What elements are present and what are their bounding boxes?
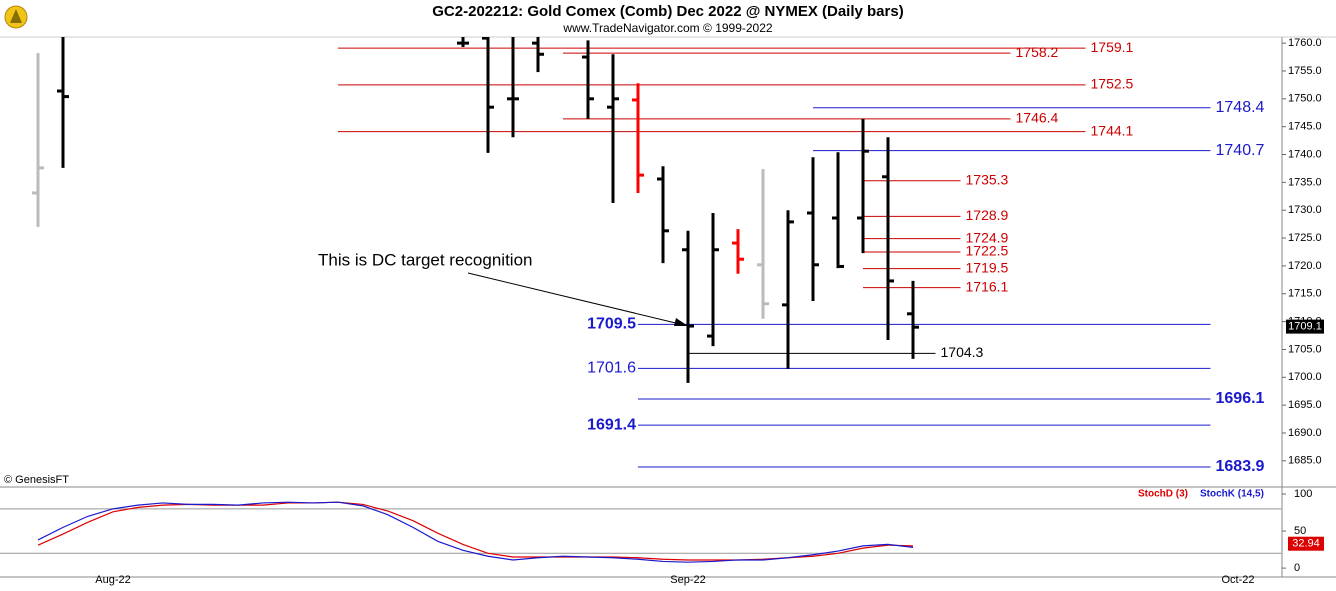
level-label: 1724.9 — [966, 229, 1009, 245]
y-tick-label: 1705.0 — [1288, 343, 1322, 355]
last-value-box — [1288, 536, 1324, 551]
arrow-head — [674, 318, 688, 326]
level-label: 1704.3 — [941, 344, 984, 360]
level-label: 1759.1 — [1091, 39, 1134, 55]
chart-subtitle: www.TradeNavigator.com © 1999-2022 — [562, 21, 772, 35]
last-price-box — [1286, 319, 1324, 334]
y-tick-label: 0 — [1294, 562, 1300, 574]
y-tick-label: 1700.0 — [1288, 371, 1322, 383]
y-tick-label: 1760.0 — [1288, 37, 1322, 49]
y-tick-label: 1740.0 — [1288, 148, 1322, 160]
logo — [4, 5, 28, 29]
level-label: 1735.3 — [966, 171, 1009, 187]
y-tick-label: 1690.0 — [1288, 427, 1322, 439]
level-label: 1752.5 — [1091, 76, 1134, 92]
y-tick-label: 1685.0 — [1288, 455, 1322, 467]
level-label: 1709.5 — [587, 316, 636, 333]
y-tick-label: 1745.0 — [1288, 121, 1322, 133]
last-value-label: 32.94 — [1292, 538, 1320, 550]
y-tick-label: 50 — [1294, 525, 1306, 537]
level-label: 1691.4 — [587, 416, 636, 433]
price-plot — [32, 37, 919, 383]
level-label: 1744.1 — [1091, 122, 1134, 138]
level-label: 1683.9 — [1216, 458, 1265, 475]
level-label: 1728.9 — [966, 207, 1009, 223]
level-label: 1748.4 — [1216, 99, 1265, 116]
y-tick-label: 1720.0 — [1288, 260, 1322, 272]
y-tick-label: 1730.0 — [1288, 204, 1322, 216]
y-tick-label: 1715.0 — [1288, 288, 1322, 300]
y-tick-label: 100 — [1294, 488, 1312, 500]
x-tick-label: Sep-22 — [670, 574, 705, 586]
level-label: 1701.6 — [587, 360, 636, 377]
x-tick-label: Aug-22 — [95, 574, 130, 586]
stoch-line — [37, 501, 914, 563]
level-label: 1722.5 — [966, 243, 1009, 259]
y-tick-label: 1750.0 — [1288, 93, 1322, 105]
chart-title: GC2-202212: Gold Comex (Comb) Dec 2022 @… — [432, 3, 903, 20]
level-label: 1719.5 — [966, 259, 1009, 275]
legend-label: StochD (3) — [1138, 489, 1188, 500]
level-label: 1746.4 — [1016, 110, 1059, 126]
level-label: 1740.7 — [1216, 142, 1265, 159]
x-tick-label: Oct-22 — [1221, 574, 1254, 586]
copyright: © GenesisFT — [4, 474, 69, 486]
annotation-arrow — [467, 272, 685, 326]
y-tick-label: 1755.0 — [1288, 65, 1322, 77]
level-label: 1716.1 — [966, 278, 1009, 294]
level-label: 1696.1 — [1216, 390, 1265, 407]
level-label: 1758.2 — [1016, 44, 1059, 60]
y-tick-label: 1725.0 — [1288, 232, 1322, 244]
last-price-label: 1709.1 — [1288, 321, 1322, 333]
y-tick-label: 1695.0 — [1288, 399, 1322, 411]
y-tick-label: 1735.0 — [1288, 176, 1322, 188]
annotation: This is DC target recognition — [318, 250, 532, 269]
legend-label: StochK (14,5) — [1200, 489, 1264, 500]
